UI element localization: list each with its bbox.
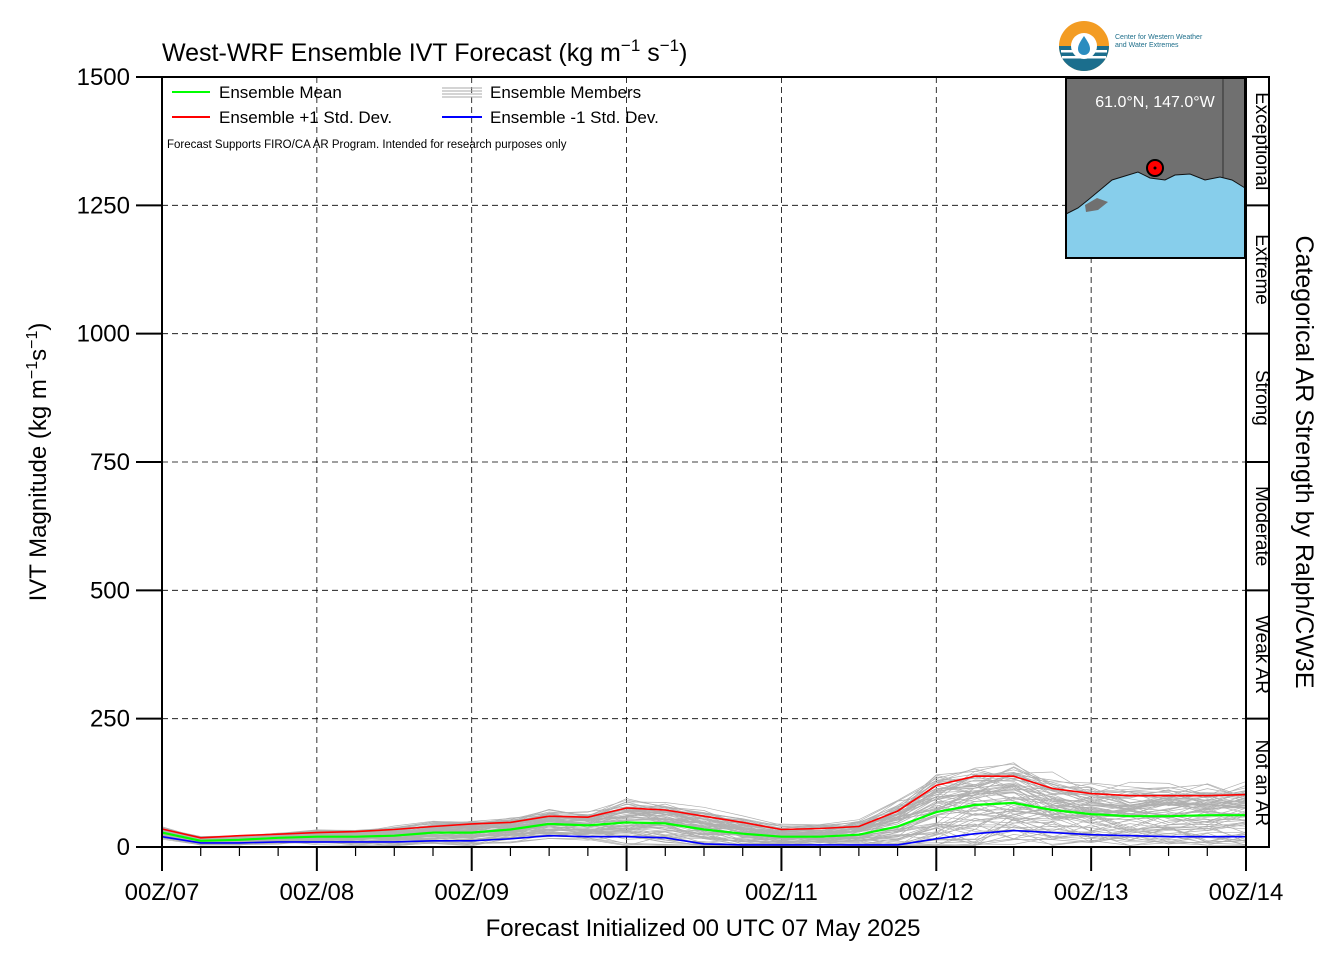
x-tick-label: 00Z/13	[1054, 879, 1129, 906]
legend-label-minus-std: Ensemble -1 Std. Dev.	[490, 108, 659, 127]
gridlines	[162, 77, 1246, 847]
logo-line-2: and Water Extremes	[1115, 42, 1179, 49]
legend-label-plus-std: Ensemble +1 Std. Dev.	[219, 108, 392, 127]
y-tick-label: 500	[90, 577, 130, 604]
legend-label-mean: Ensemble Mean	[219, 83, 342, 102]
y-axis-label: IVT Magnitude (kg m−1s−1)	[24, 323, 52, 602]
ensemble-minus-std-line	[161, 829, 1246, 846]
legend: Ensemble Mean Ensemble +1 Std. Dev. Ense…	[167, 83, 659, 151]
legend-swatch-members	[442, 87, 482, 98]
legend-label-members: Ensemble Members	[490, 83, 641, 102]
x-tick-label: 00Z/09	[434, 879, 509, 906]
x-tick-label: 00Z/07	[125, 879, 200, 906]
chart-title: West-WRF Ensemble IVT Forecast (kg m−1 s…	[162, 36, 687, 67]
y-tick-label: 0	[117, 834, 130, 861]
ensemble-member-line	[161, 783, 1247, 841]
ar-category-label: Moderate	[1251, 486, 1272, 566]
y-tick-label: 1000	[77, 321, 130, 348]
ensemble-member-line	[161, 803, 1247, 841]
y-tick-label: 750	[90, 449, 130, 476]
ensemble-member-line	[161, 777, 1247, 839]
ar-category-bar: Not an AR Weak AR Moderate Strong Extreme Exc…	[1245, 76, 1272, 848]
ensemble-member-line	[161, 813, 1247, 845]
ensemble-mean-line	[161, 801, 1246, 842]
x-axis-label: Forecast Initialized 00 UTC 07 May 2025	[486, 915, 921, 942]
ensemble-plus-std-line	[161, 775, 1247, 839]
ar-category-label: Strong	[1251, 370, 1272, 426]
ar-scale-title: Categorical AR Strength by Ralph/CW3E	[1290, 236, 1318, 689]
x-tick-label: 00Z/10	[589, 879, 664, 906]
ar-category-label: Extreme	[1251, 234, 1272, 305]
ar-category-label: Weak AR	[1251, 615, 1272, 694]
y-tick-label: 1250	[77, 192, 130, 219]
inset-location-label: 61.0°N, 147.0°W	[1095, 94, 1215, 111]
series-lines	[161, 775, 1247, 846]
x-tick-label: 00Z/12	[899, 879, 974, 906]
ensemble-member-line	[161, 813, 1247, 847]
logo-line-1: Center for Western Weather	[1115, 34, 1203, 41]
x-tick-label: 00Z/14	[1209, 879, 1284, 906]
y-tick-label: 1500	[77, 64, 130, 91]
location-inset-map: 61.0°N, 147.0°W	[1065, 77, 1246, 259]
ar-category-label: Exceptional	[1251, 92, 1272, 190]
x-tick-label: 00Z/08	[279, 879, 354, 906]
cw3e-logo-icon	[1059, 21, 1109, 71]
x-tick-label: 00Z/11	[745, 879, 818, 906]
cw3e-logo: Center for Western Weather and Water Ext…	[1058, 20, 1238, 72]
disclaimer-note: Forecast Supports FIRO/CA AR Program. In…	[167, 139, 567, 151]
y-tick-label: 250	[90, 706, 130, 733]
ar-category-label: Not an AR	[1251, 739, 1272, 826]
